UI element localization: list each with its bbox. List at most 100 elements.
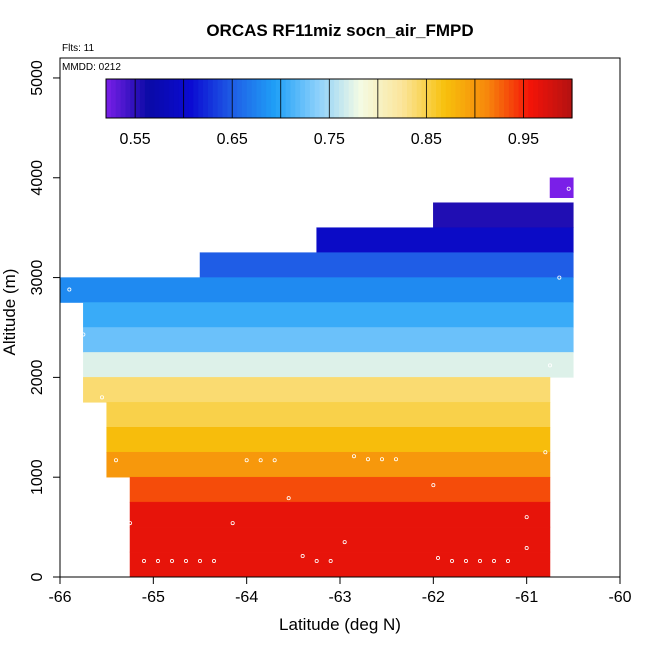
colorbar-cell bbox=[406, 79, 413, 118]
heatmap-bin bbox=[129, 551, 551, 578]
colorbar-cell bbox=[164, 79, 170, 118]
data-point bbox=[435, 556, 440, 561]
colorbar-cell bbox=[372, 79, 379, 118]
heatmap-bin bbox=[83, 302, 574, 328]
data-point bbox=[100, 395, 105, 400]
data-point bbox=[505, 559, 510, 564]
colorbar-cell bbox=[416, 79, 423, 118]
data-point bbox=[300, 554, 305, 559]
colorbar-cell bbox=[130, 79, 136, 118]
colorbar-cell bbox=[504, 79, 510, 118]
colorbar-frame bbox=[105, 78, 573, 119]
colorbar-cell bbox=[154, 79, 160, 118]
colorbar-cell bbox=[290, 79, 296, 118]
colorbar-cell bbox=[212, 79, 219, 118]
colorbar-cell bbox=[450, 79, 457, 118]
colorbar-cell bbox=[125, 79, 131, 118]
y-axis-title: Altitude (m) bbox=[0, 269, 19, 356]
data-point bbox=[155, 559, 160, 564]
data-point bbox=[230, 521, 235, 526]
heatmap-bin bbox=[549, 177, 574, 198]
data-point bbox=[557, 275, 562, 280]
x-axis: -66 -65 -64 -63 -62 -61 -60 bbox=[48, 577, 632, 606]
heatmap-bin bbox=[59, 277, 574, 303]
colorbar-cell bbox=[445, 79, 452, 118]
colorbar-cell bbox=[397, 79, 403, 118]
data-point bbox=[127, 521, 132, 526]
colorbar: 0.55 0.65 0.75 0.85 0.95 bbox=[105, 78, 573, 148]
colorbar-cell bbox=[217, 79, 224, 118]
colorbar-cell bbox=[547, 79, 554, 118]
data-point bbox=[449, 559, 454, 564]
x-tick-label: -62 bbox=[422, 589, 445, 606]
x-tick-label: -61 bbox=[515, 589, 538, 606]
colorbar-cell bbox=[139, 79, 146, 118]
colorbar-cell bbox=[557, 79, 563, 118]
colorbar-cell bbox=[353, 79, 360, 118]
y-tick-label: 4000 bbox=[29, 160, 46, 196]
colorbar-cell bbox=[285, 79, 292, 118]
colorbar-cell bbox=[178, 79, 185, 118]
colorbar-cell bbox=[106, 79, 112, 118]
data-point bbox=[548, 363, 553, 368]
colorbar-tick-label: 0.65 bbox=[217, 131, 248, 148]
colorbar-cell bbox=[324, 79, 330, 118]
colorbar-cell bbox=[135, 79, 141, 118]
colorbar-cell bbox=[314, 79, 321, 118]
colorbar-cell bbox=[542, 79, 549, 118]
data-point bbox=[524, 546, 529, 551]
colorbar-cell bbox=[392, 79, 398, 118]
heatmap-bin bbox=[106, 451, 551, 478]
data-point bbox=[114, 458, 119, 463]
colorbar-cell bbox=[309, 79, 316, 118]
colorbar-cell bbox=[436, 79, 442, 118]
data-point bbox=[342, 540, 347, 545]
colorbar-cell bbox=[538, 79, 544, 118]
heatmap-bin bbox=[129, 476, 551, 503]
heatmap-bin bbox=[199, 252, 574, 278]
x-tick-label: -65 bbox=[142, 589, 165, 606]
colorbar-tick-label: 0.75 bbox=[314, 131, 345, 148]
heatmap-bin bbox=[106, 427, 551, 453]
colorbar-cell bbox=[489, 79, 495, 118]
heatmap-bin bbox=[83, 352, 574, 378]
colorbar-tick-label: 0.95 bbox=[508, 131, 539, 148]
colorbar-cell bbox=[533, 79, 539, 118]
heatmap-bin bbox=[433, 202, 574, 228]
data-point bbox=[81, 332, 86, 337]
flights-note: Flts: 11 bbox=[62, 43, 94, 54]
colorbar-cell bbox=[266, 79, 272, 118]
data-point bbox=[258, 458, 263, 463]
data-point bbox=[351, 454, 356, 459]
data-point bbox=[314, 559, 319, 564]
colorbar-cell bbox=[271, 79, 277, 118]
x-tick-label: -64 bbox=[235, 589, 258, 606]
colorbar-cell bbox=[110, 79, 117, 118]
colorbar-cell bbox=[237, 79, 243, 118]
colorbar-cell bbox=[421, 79, 427, 118]
colorbar-cell bbox=[567, 79, 573, 118]
data-point bbox=[524, 515, 529, 520]
heatmap-bin bbox=[83, 327, 574, 353]
colorbar-tick-label: 0.55 bbox=[120, 131, 151, 148]
data-point bbox=[543, 450, 548, 455]
colorbar-cell bbox=[358, 79, 364, 118]
colorbar-cell bbox=[508, 79, 515, 118]
data-point bbox=[365, 457, 370, 462]
colorbar-cell bbox=[251, 79, 258, 118]
colorbar-cell bbox=[169, 79, 175, 118]
colorbar-cell bbox=[203, 79, 209, 118]
data-point bbox=[491, 559, 496, 564]
y-tick-label: 2000 bbox=[29, 359, 46, 395]
data-point bbox=[67, 287, 72, 292]
colorbar-cell bbox=[513, 79, 520, 118]
colorbar-cell bbox=[343, 79, 350, 118]
colorbar-cell bbox=[227, 79, 233, 118]
heatmap-bin bbox=[106, 402, 551, 428]
colorbar-cell bbox=[246, 79, 253, 118]
colorbar-cell bbox=[261, 79, 267, 118]
mmdd-note: MMDD: 0212 bbox=[62, 62, 121, 73]
colorbar-cell bbox=[300, 79, 306, 118]
data-point bbox=[379, 457, 384, 462]
